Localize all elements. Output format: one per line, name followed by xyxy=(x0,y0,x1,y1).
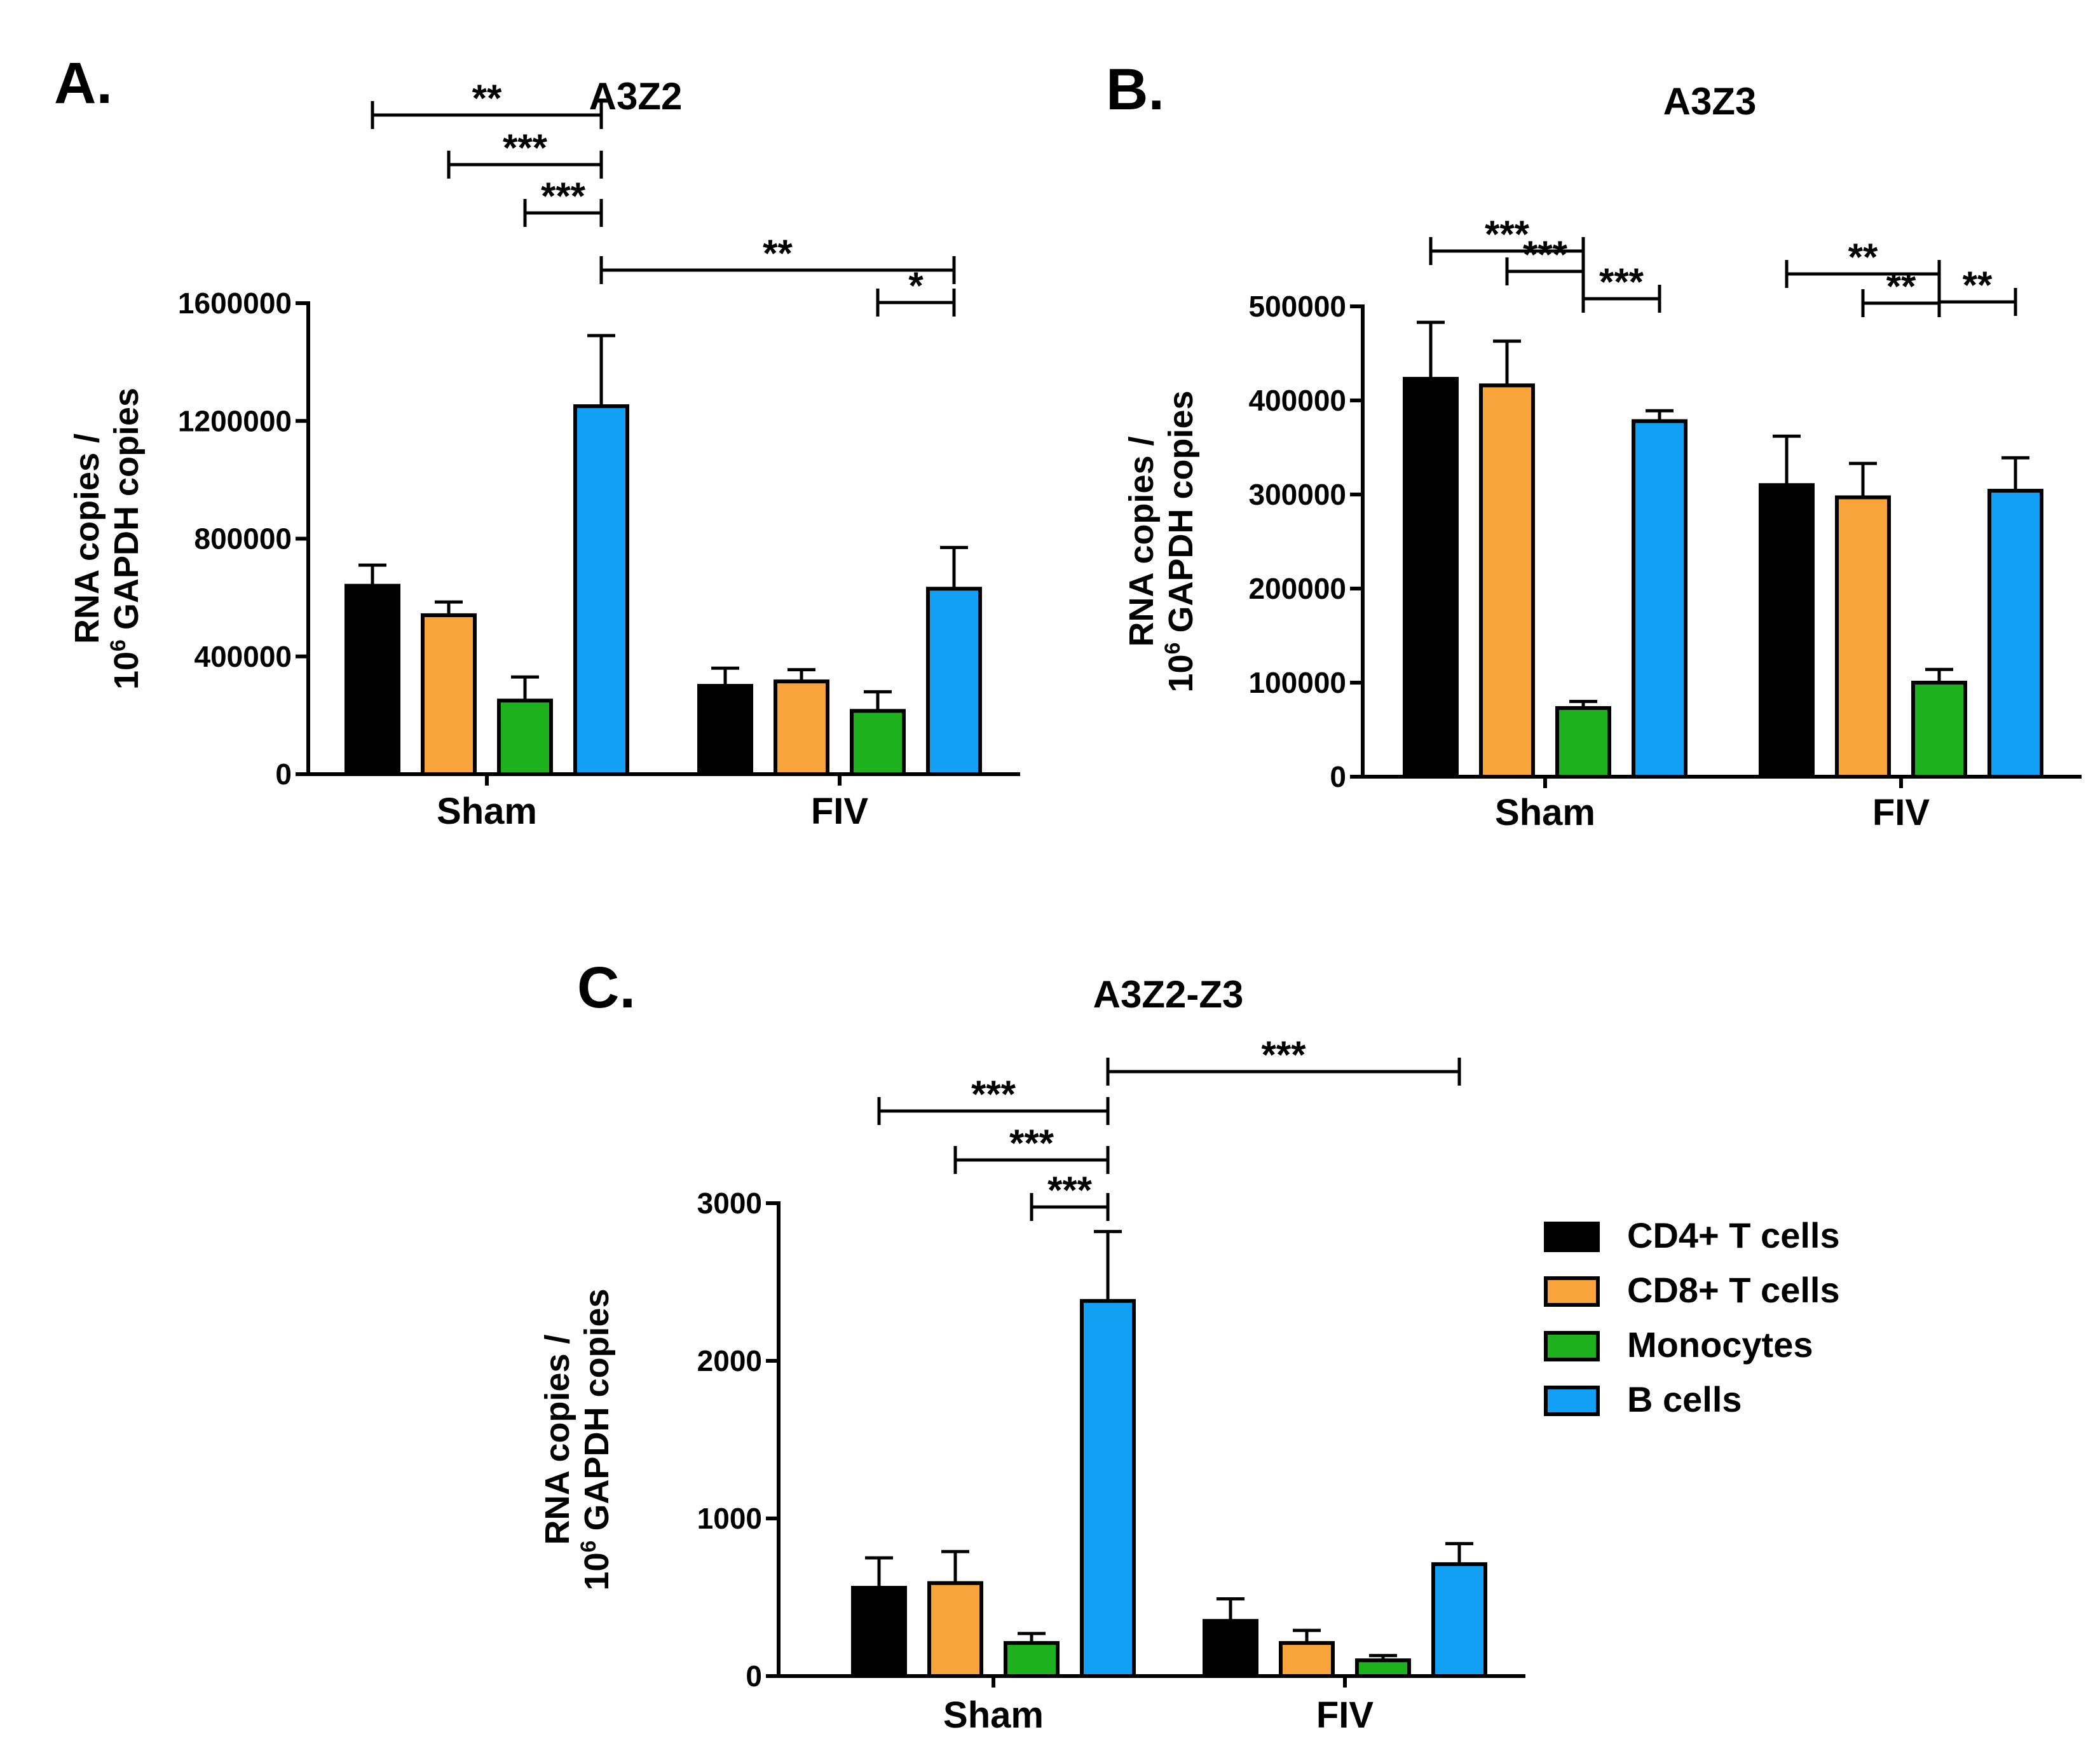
significance-label: *** xyxy=(503,126,548,169)
category-label: FIV xyxy=(811,791,869,832)
bar xyxy=(344,583,400,776)
bar xyxy=(927,1581,983,1678)
bar xyxy=(1431,1562,1487,1678)
significance-label: ** xyxy=(763,232,793,275)
y-tick-label: 400000 xyxy=(194,640,292,673)
legend: CD4+ T cells CD8+ T cells Monocytes B cells xyxy=(1544,1215,1840,1419)
y-tick-label: 300000 xyxy=(1249,478,1347,511)
bar xyxy=(774,679,829,776)
bar xyxy=(1479,383,1535,779)
significance-label: *** xyxy=(1523,233,1568,276)
bar xyxy=(1911,681,1967,779)
panel-b: B. A3Z3 RNA copies /106 GAPDH copies 0 10000… xyxy=(1106,57,2082,833)
y-axis-label-line1: RNA copies / xyxy=(1122,436,1161,646)
legend-swatch xyxy=(1544,1276,1600,1307)
significance-label: * xyxy=(908,264,924,307)
bar xyxy=(573,404,629,776)
significance-label: *** xyxy=(1009,1122,1054,1164)
panel-letter: C. xyxy=(577,955,636,1020)
significance-label: *** xyxy=(1485,213,1530,256)
y-axis-label-line2: 106 GAPDH copies xyxy=(576,1288,616,1590)
legend-swatch xyxy=(1544,1331,1600,1361)
panel-c: C. A3Z2-Z3 RNA copies /106 GAPDH copies 0 10… xyxy=(538,955,1525,1736)
chart-title: A3Z2 xyxy=(589,75,683,118)
y-axis-label-line1: RNA copies / xyxy=(538,1334,576,1545)
legend-swatch xyxy=(1544,1386,1600,1416)
y-tick-label: 800000 xyxy=(194,522,292,556)
significance-label: *** xyxy=(1261,1033,1306,1076)
significance-label: *** xyxy=(1599,261,1644,303)
bar xyxy=(1279,1640,1335,1678)
bar xyxy=(1759,483,1815,779)
category-label: FIV xyxy=(1316,1695,1374,1736)
y-axis-label-line2: 106 GAPDH copies xyxy=(106,388,146,690)
significance-label: ** xyxy=(472,77,502,119)
y-tick-label: 2000 xyxy=(697,1344,762,1377)
bar xyxy=(697,684,753,776)
panel-a: A. A3Z2 RNA copies /106 GAPDH copies 0 40000… xyxy=(54,51,1020,832)
category-label: Sham xyxy=(943,1695,1044,1736)
significance-label: ** xyxy=(1848,236,1878,278)
bar xyxy=(1080,1299,1136,1678)
bar xyxy=(1988,489,2043,779)
panel-letter: A. xyxy=(54,51,112,116)
bar xyxy=(1004,1640,1060,1678)
y-tick-label: 100000 xyxy=(1249,666,1347,699)
bar xyxy=(1203,1619,1258,1678)
bar xyxy=(1555,706,1611,779)
y-tick-label: 1200000 xyxy=(178,404,292,437)
chart-title: A3Z3 xyxy=(1663,80,1757,123)
y-tick-label: 400000 xyxy=(1249,384,1347,417)
significance-label: ** xyxy=(1963,264,1993,306)
y-tick-label: 200000 xyxy=(1249,572,1347,605)
y-tick-label: 500000 xyxy=(1249,290,1347,323)
legend-label: CD4+ T cells xyxy=(1627,1215,1840,1255)
bar xyxy=(850,709,906,776)
bar xyxy=(926,587,982,776)
significance-label: *** xyxy=(1047,1169,1093,1211)
bar xyxy=(851,1586,907,1679)
legend-label: B cells xyxy=(1627,1379,1742,1419)
legend-label: CD8+ T cells xyxy=(1627,1270,1840,1310)
bar xyxy=(1355,1658,1411,1678)
category-label: FIV xyxy=(1872,792,1930,833)
category-label: Sham xyxy=(1495,792,1595,833)
legend-swatch xyxy=(1544,1222,1600,1252)
category-label: Sham xyxy=(437,791,537,832)
legend-label: Monocytes xyxy=(1627,1325,1813,1365)
panel-letter: B. xyxy=(1106,57,1164,122)
y-tick-label: 0 xyxy=(275,758,292,791)
y-axis-label-line1: RNA copies / xyxy=(68,433,106,644)
chart-title: A3Z2-Z3 xyxy=(1093,973,1244,1016)
y-tick-label: 1000 xyxy=(697,1502,762,1535)
significance-label: ** xyxy=(1886,265,1916,308)
bar xyxy=(1632,419,1688,779)
y-tick-label: 0 xyxy=(746,1660,762,1693)
significance-label: *** xyxy=(541,175,586,217)
bar xyxy=(497,699,553,776)
bar xyxy=(421,613,477,776)
bar xyxy=(1835,495,1891,779)
significance-label: *** xyxy=(971,1073,1016,1115)
y-axis-label-line2: 106 GAPDH copies xyxy=(1161,390,1200,692)
y-tick-label: 3000 xyxy=(697,1187,762,1220)
y-tick-label: 1600000 xyxy=(178,287,292,320)
y-tick-label: 0 xyxy=(1330,760,1346,793)
bar xyxy=(1403,376,1459,779)
